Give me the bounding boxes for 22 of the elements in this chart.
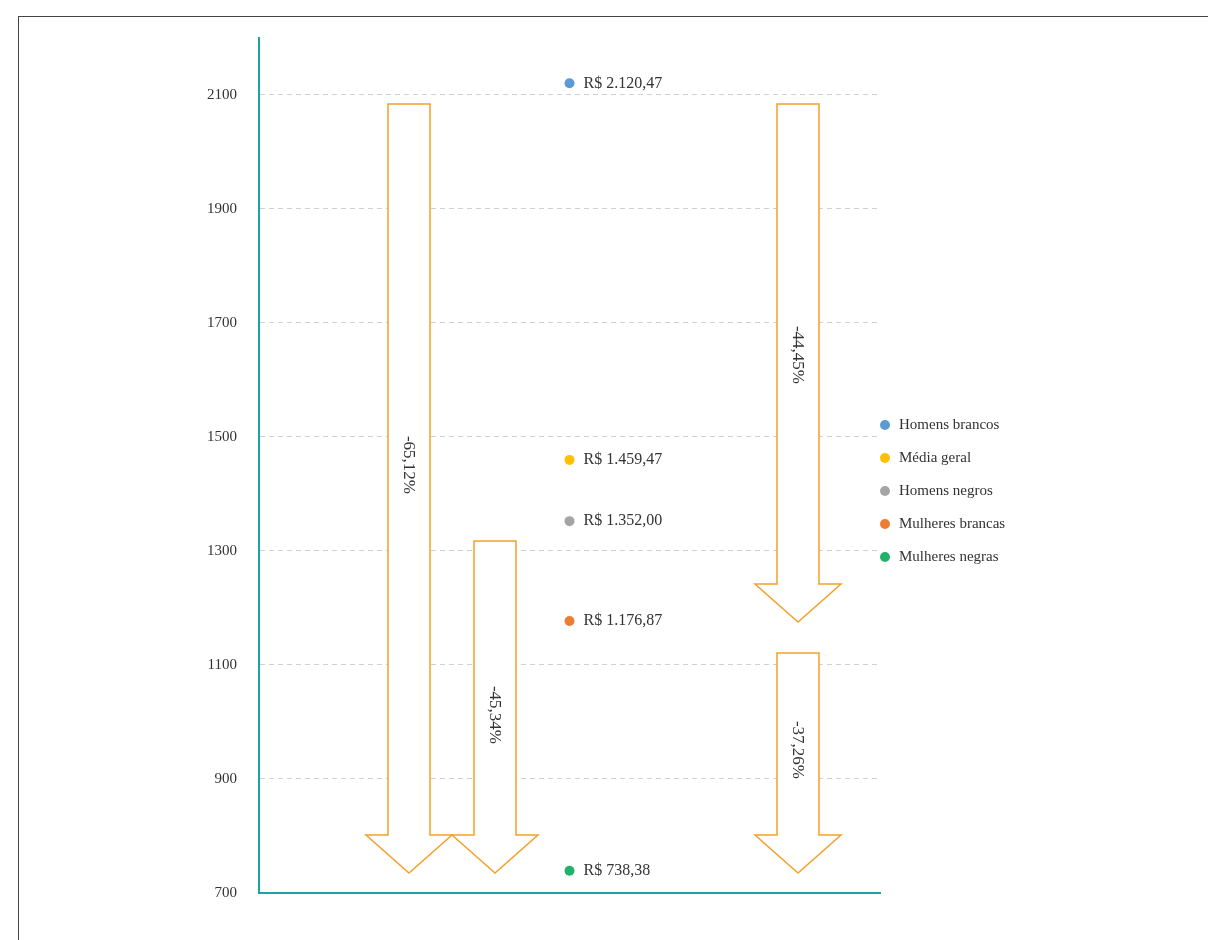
annotation: -37,26% [788,720,809,780]
y-tick-label: 1700 [207,313,237,330]
data-label: R$ 738,38 [583,860,651,878]
y-tick-label: 1900 [207,199,237,216]
legend-label: Mulheres brancas [899,515,1006,532]
y-tick-label: 2100 [207,85,237,102]
data-label: R$ 1.352,00 [583,511,663,529]
legend-label: Média geral [899,449,972,466]
legend-label: Homens brancos [899,416,1000,433]
y-tick-label: 900 [214,769,237,786]
legend-label: Homens negros [899,482,993,499]
data-label: R$ 2.120,47 [583,73,663,91]
data-label: R$ 1.459,47 [583,450,663,468]
data-label: R$ 1.176,87 [583,611,663,629]
y-tick-label: 1100 [207,655,237,672]
annotation: -45,34% [485,685,506,745]
y-tick-label: 1300 [207,541,237,558]
legend-label: Mulheres negras [899,548,999,565]
y-tick-label: 700 [214,883,237,900]
y-tick-label: 1500 [207,427,237,444]
annotation: -65,12% [399,435,420,495]
annotation: -44,45% [788,325,809,385]
